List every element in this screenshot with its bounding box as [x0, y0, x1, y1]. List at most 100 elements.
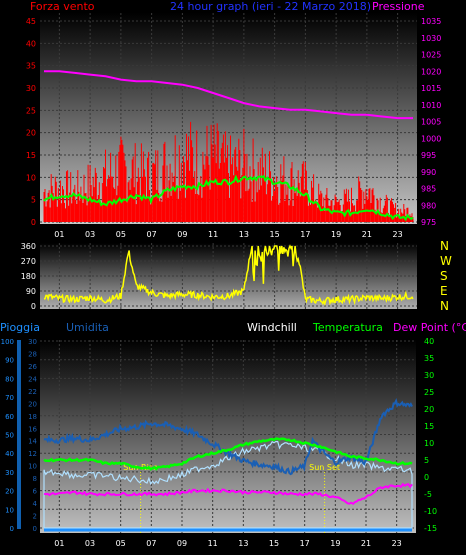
dewpoint-label: Dew Point (°C) — [393, 321, 466, 334]
y-tick-label: 15 — [26, 151, 36, 160]
y-right-tick-label: 1010 — [421, 101, 441, 110]
humidity-tick-label: 18 — [28, 413, 37, 421]
x-tick-label: 09 — [177, 539, 187, 548]
humidity-tick-label: 10 — [28, 463, 37, 471]
series-wind-average — [43, 174, 414, 222]
series-temperature — [43, 437, 413, 471]
y-tick-label: 5 — [31, 196, 36, 205]
rain-tick-label: 40 — [5, 450, 14, 458]
rain-tick-label: 100 — [1, 338, 14, 346]
direction-label-w: W — [440, 254, 452, 268]
x-tick-label: 03 — [85, 230, 95, 239]
temp-tick-label: 5 — [424, 456, 429, 465]
x-tick-label: 15 — [269, 539, 279, 548]
windchill-label: Windchill — [247, 321, 297, 334]
y-tick-label: 0 — [31, 218, 36, 227]
series-wind-direction — [43, 244, 414, 307]
humidity-tick-label: 22 — [28, 388, 37, 396]
temp-tick-label: 10 — [424, 439, 434, 448]
x-tick-label: 19 — [331, 230, 341, 239]
direction-label-e: E — [440, 284, 448, 298]
y-right-tick-label: 975 — [421, 218, 436, 227]
humidity-tick-label: 28 — [28, 350, 37, 358]
x-tick-label: 13 — [239, 230, 249, 239]
temp-tick-label: 0 — [424, 473, 429, 482]
y-right-tick-label: 1030 — [421, 34, 441, 43]
y-right-tick-label: 1000 — [421, 134, 441, 143]
chart-marks: 0510152025303540459759809859909951000100… — [1, 13, 441, 548]
temp-tick-label: -10 — [424, 507, 437, 516]
direction-label-s: S — [440, 269, 448, 283]
rain-tick-label: 60 — [5, 413, 14, 421]
y-tick-label: 0 — [31, 302, 36, 311]
humidity-tick-label: 6 — [33, 488, 38, 496]
x-tick-label: 15 — [270, 230, 280, 239]
x-tick-label: 07 — [146, 539, 156, 548]
humidity-tick-label: 16 — [28, 425, 37, 433]
y-tick-label: 45 — [26, 17, 36, 26]
rain-tick-label: 10 — [5, 506, 14, 514]
humidity-tick-label: 14 — [28, 438, 37, 446]
y-tick-label: 20 — [26, 129, 36, 138]
humidity-tick-label: 30 — [28, 338, 37, 346]
temperature-label: Temperatura — [312, 321, 383, 334]
y-tick-label: 10 — [26, 173, 36, 182]
y-tick-label: 40 — [26, 39, 36, 48]
y-tick-label: 90 — [26, 287, 36, 296]
chart-title: 24 hour graph (ieri - 22 Marzo 2018) — [170, 0, 371, 13]
rain-tick-label: 0 — [10, 525, 14, 533]
humidity-tick-label: 8 — [33, 475, 37, 483]
x-tick-label: 07 — [147, 230, 157, 239]
wind-speed-label: Forza vento — [30, 0, 95, 13]
humidity-tick-label: 2 — [33, 513, 37, 521]
rain-tick-label: 20 — [5, 488, 14, 496]
humidity-tick-label: 4 — [33, 500, 38, 508]
temperature-humidity-panel — [40, 340, 416, 533]
y-tick-label: 180 — [21, 272, 36, 281]
y-tick-label: 25 — [26, 106, 36, 115]
temp-tick-label: 20 — [424, 405, 434, 414]
x-tick-label: 17 — [300, 539, 310, 548]
temp-tick-label: 35 — [424, 354, 434, 363]
x-tick-label: 09 — [177, 230, 187, 239]
x-tick-label: 11 — [208, 539, 218, 548]
humidity-tick-label: 0 — [33, 525, 37, 533]
y-tick-label: 35 — [26, 62, 36, 71]
rain-tick-label: 50 — [5, 432, 14, 440]
y-tick-label: 270 — [21, 257, 36, 266]
x-tick-label: 19 — [330, 539, 340, 548]
sun-marker-label: Sun Set — [309, 463, 340, 472]
x-tick-label: 01 — [54, 539, 64, 548]
humidity-tick-label: 20 — [28, 400, 37, 408]
x-tick-label: 23 — [392, 539, 402, 548]
x-tick-label: 05 — [116, 539, 126, 548]
x-tick-label: 21 — [361, 539, 371, 548]
rain-label: Pioggia — [0, 321, 40, 334]
rain-axis-bar — [17, 340, 21, 529]
rain-tick-label: 80 — [5, 375, 14, 383]
y-right-tick-label: 980 — [421, 201, 436, 210]
temp-tick-label: 30 — [424, 371, 434, 380]
direction-label-n: N — [440, 239, 449, 253]
x-tick-label: 17 — [300, 230, 310, 239]
x-tick-label: 01 — [54, 230, 64, 239]
rain-tick-label: 70 — [5, 394, 14, 402]
series-dewpoint — [43, 482, 413, 506]
temp-tick-label: 15 — [424, 422, 434, 431]
temp-tick-label: -15 — [424, 524, 437, 533]
temp-tick-label: -5 — [424, 490, 432, 499]
x-tick-label: 03 — [85, 539, 95, 548]
x-tick-label: 23 — [393, 230, 403, 239]
humidity-label: Umidita — [66, 321, 109, 334]
x-tick-label: 11 — [208, 230, 218, 239]
humidity-tick-label: 12 — [28, 450, 37, 458]
x-tick-label: 21 — [362, 230, 372, 239]
y-right-tick-label: 1025 — [421, 51, 441, 60]
rain-tick-label: 90 — [5, 357, 14, 365]
y-tick-label: 360 — [21, 242, 36, 251]
rain-tick-label: 30 — [5, 469, 14, 477]
series-pressure — [44, 70, 413, 120]
y-right-tick-label: 1005 — [421, 118, 441, 127]
